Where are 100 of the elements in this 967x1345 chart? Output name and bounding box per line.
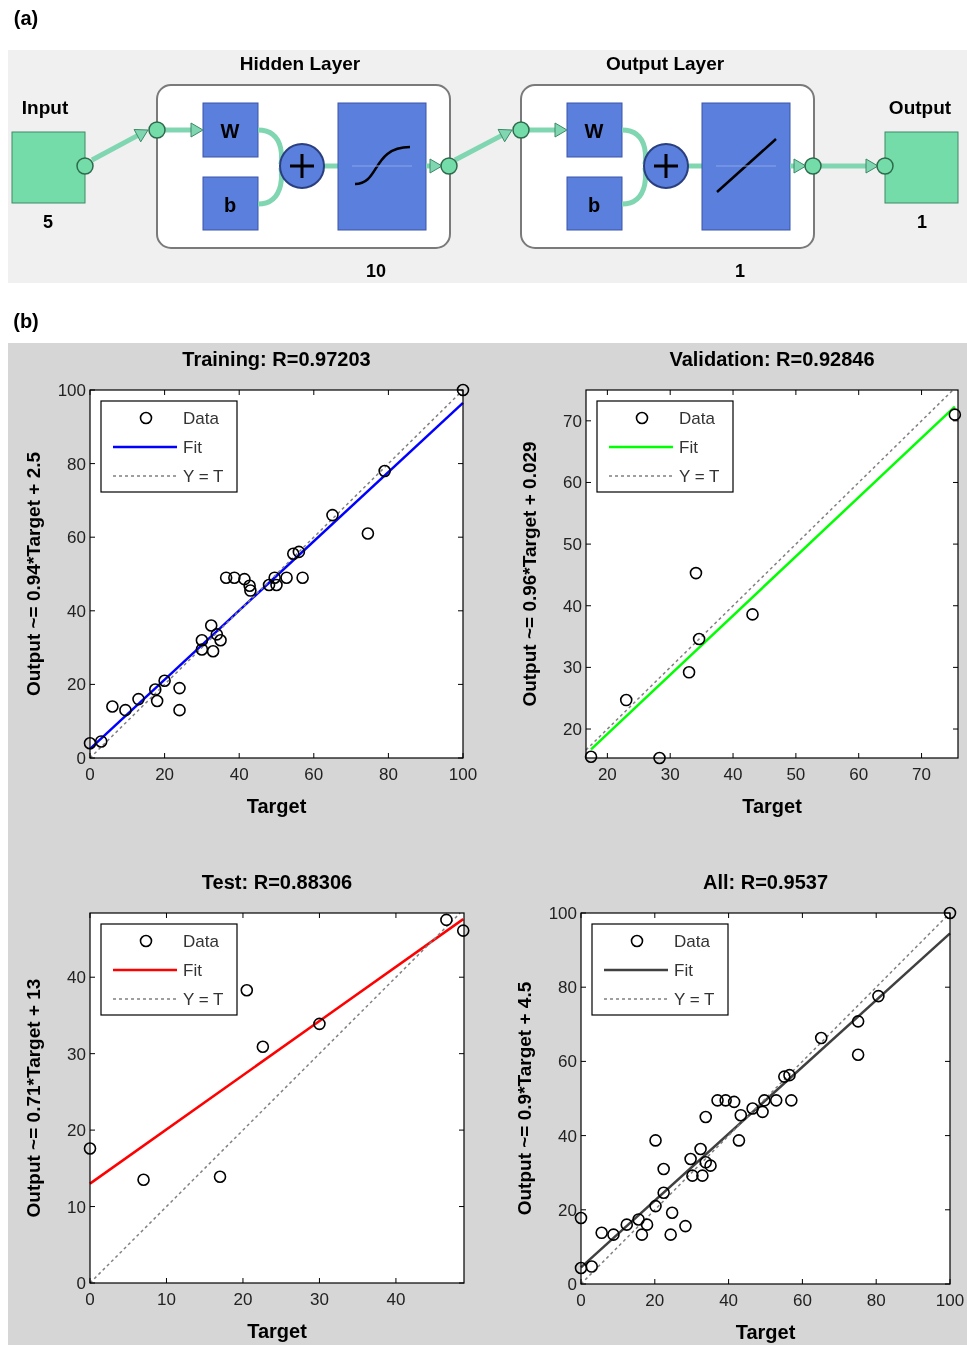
point <box>814 1031 828 1045</box>
point <box>326 508 339 522</box>
y-tick-label: 40 <box>67 968 86 988</box>
x-tick-label: 20 <box>645 1291 665 1310</box>
point <box>240 983 254 997</box>
legend-label: Data <box>183 409 220 428</box>
point <box>119 703 132 717</box>
point <box>243 579 256 593</box>
y-tick-label: 0 <box>76 1274 86 1293</box>
point <box>746 1102 759 1115</box>
y-tick-label: 30 <box>563 658 582 678</box>
y-tick-label: 40 <box>563 596 582 616</box>
y-tick-label: 60 <box>67 528 86 548</box>
point <box>106 700 119 713</box>
point <box>256 1040 270 1054</box>
point <box>635 1228 649 1241</box>
text: 1 <box>916 212 928 232</box>
legend-label: Fit <box>183 961 203 980</box>
point <box>686 1169 699 1182</box>
x-tick-label: 80 <box>378 765 398 784</box>
point <box>83 736 97 750</box>
legend-label: Y = T <box>679 467 720 486</box>
point <box>689 566 703 580</box>
point <box>195 633 209 647</box>
point <box>214 633 227 647</box>
point <box>734 1108 748 1122</box>
point <box>262 578 276 592</box>
chart-title: All: R=0.9537 <box>702 871 829 893</box>
legend-label: Fit <box>679 438 699 457</box>
point <box>173 681 186 695</box>
y-tick-label: 100 <box>548 904 577 923</box>
point <box>664 1228 677 1241</box>
x-tick-label: 100 <box>448 765 478 784</box>
x-tick-label: 30 <box>309 1290 329 1309</box>
point <box>692 632 706 646</box>
y-tick-label: 40 <box>558 1126 577 1146</box>
text: 10 <box>365 261 387 281</box>
legend-label: Fit <box>674 961 694 980</box>
text: 1 <box>734 261 746 281</box>
x-axis-title: Target <box>735 1321 796 1343</box>
point <box>665 1206 679 1220</box>
y-tick-label: 10 <box>67 1197 86 1217</box>
y-axis-title: Output ~= 0.96*Target + 0.029 <box>519 441 540 707</box>
x-tick-label: 50 <box>786 765 806 784</box>
legend-label: Y = T <box>674 990 715 1009</box>
point <box>137 1173 150 1187</box>
legend-label: Data <box>183 932 220 951</box>
text: Output Layer <box>605 53 725 74</box>
x-axis-title: Target <box>742 795 803 817</box>
point <box>657 1162 670 1176</box>
y-tick-label: 80 <box>67 454 86 474</box>
legend-label: Y = T <box>183 467 224 486</box>
point <box>649 1199 662 1213</box>
point <box>94 735 108 748</box>
text: (b) <box>13 310 39 332</box>
point <box>213 1170 227 1184</box>
point <box>378 464 391 478</box>
point <box>640 1218 654 1231</box>
legend-label: Data <box>679 409 716 428</box>
point <box>682 666 696 679</box>
point <box>872 989 885 1003</box>
point <box>653 751 666 765</box>
point <box>206 644 220 658</box>
y-tick-label: 60 <box>558 1052 577 1072</box>
text: Hidden Layer <box>239 53 361 74</box>
text: (a) <box>13 7 39 29</box>
point <box>851 1015 865 1028</box>
point <box>851 1048 865 1062</box>
point <box>244 584 257 597</box>
y-tick-label: 80 <box>558 978 577 998</box>
chart-title: Validation: R=0.92846 <box>669 348 875 370</box>
point <box>204 619 218 632</box>
point <box>574 1261 588 1275</box>
text: b <box>587 194 601 216</box>
y-tick-label: 0 <box>76 749 86 768</box>
point <box>173 703 186 717</box>
x-axis-title: Target <box>247 1320 308 1342</box>
text: Output <box>888 97 952 118</box>
point <box>785 1094 798 1107</box>
point <box>696 1169 709 1182</box>
point <box>704 1159 717 1172</box>
point <box>238 572 251 586</box>
point <box>948 408 962 421</box>
point <box>440 913 453 927</box>
x-tick-label: 80 <box>866 1291 886 1310</box>
point <box>607 1228 620 1241</box>
x-tick-label: 100 <box>935 1291 965 1310</box>
point <box>361 527 375 540</box>
legend-label: Data <box>674 932 711 951</box>
point <box>711 1094 724 1107</box>
x-tick-label: 20 <box>155 765 175 784</box>
point <box>699 1110 713 1124</box>
chart-title: Test: R=0.88306 <box>201 871 353 893</box>
x-tick-label: 40 <box>229 765 249 784</box>
point <box>943 906 957 920</box>
point <box>83 1142 97 1155</box>
point <box>228 571 241 584</box>
text: W <box>220 120 240 142</box>
text: Input <box>21 97 69 118</box>
point <box>595 1226 608 1240</box>
